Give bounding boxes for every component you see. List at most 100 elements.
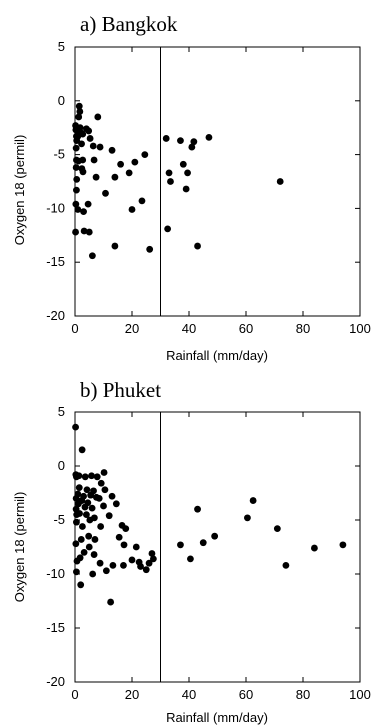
y-tick-label: -5 (53, 147, 65, 162)
data-point (311, 544, 318, 552)
y-tick-label: -15 (46, 620, 65, 635)
data-point (179, 160, 187, 168)
data-point (72, 144, 80, 152)
data-point (72, 228, 79, 236)
data-point (109, 561, 117, 569)
data-point (90, 514, 98, 522)
data-point (80, 492, 87, 500)
x-tick-label: 40 (182, 321, 196, 336)
data-point (88, 252, 96, 260)
x-axis-label: Rainfall (mm/day) (166, 710, 268, 725)
data-point (90, 487, 97, 495)
y-tick-label: -5 (53, 512, 65, 527)
data-point (131, 158, 139, 166)
data-point (117, 160, 124, 168)
data-point (83, 511, 90, 518)
data-point (95, 495, 103, 502)
data-point (73, 186, 80, 194)
x-tick-label: 80 (296, 321, 310, 336)
marks: 5 0 -5 -10 -15 -20 0 20 40 60 80 100 (46, 404, 371, 702)
data-point (164, 225, 172, 233)
data-point (146, 245, 154, 253)
data-point (282, 561, 290, 569)
data-point (83, 486, 91, 494)
data-point (141, 151, 149, 159)
data-point (80, 549, 88, 556)
data-point (184, 169, 191, 177)
data-point (84, 200, 92, 208)
data-point (205, 133, 213, 141)
data-point (73, 175, 81, 183)
data-point (73, 518, 80, 526)
data-point (111, 242, 119, 250)
data-point (80, 227, 88, 235)
y-tick-label: -10 (46, 566, 65, 581)
data-point (75, 113, 83, 121)
data-point (107, 598, 115, 606)
data-point (72, 540, 80, 548)
x-axis-label: Rainfall (mm/day) (166, 348, 268, 363)
data-point (85, 543, 93, 551)
data-point (79, 168, 87, 176)
data-point (102, 189, 109, 197)
data-point (137, 563, 144, 570)
x-tick-label: 60 (239, 321, 253, 336)
data-point (81, 473, 89, 481)
data-point (122, 525, 130, 533)
data-point (111, 173, 119, 181)
data-point (97, 479, 105, 487)
data-point (194, 242, 201, 250)
data-point (88, 472, 95, 480)
data-point (115, 533, 123, 541)
data-point (77, 581, 85, 589)
data-point (182, 185, 190, 193)
data-point (148, 550, 156, 557)
data-point (101, 486, 109, 494)
panel-phuket: b) Phuket Oxygen 18 (permil) Rainfall (m… (12, 378, 371, 725)
marks: 5 0 -5 -10 -15 -20 0 20 40 60 80 100 (46, 39, 371, 336)
x-tick-label: 20 (125, 321, 139, 336)
data-point (76, 554, 84, 562)
data-point (149, 555, 157, 563)
data-point (79, 523, 86, 530)
data-point (75, 472, 83, 480)
panel-bangkok: a) Bangkok Oxygen 18 (permil) Rainfall (… (12, 12, 371, 363)
data-point (75, 484, 83, 491)
data-point (138, 197, 146, 205)
data-point (187, 555, 194, 563)
data-point (177, 137, 184, 145)
data-point (177, 541, 184, 549)
data-point (120, 541, 128, 549)
data-point (89, 142, 97, 150)
data-point (96, 559, 104, 567)
data-point (97, 523, 105, 530)
data-point (128, 556, 136, 564)
data-point (244, 514, 251, 522)
data-point (167, 178, 174, 185)
x-tick-label: 0 (71, 321, 78, 336)
data-point (85, 228, 93, 236)
x-tick-label: 100 (349, 321, 371, 336)
data-point (76, 510, 83, 517)
data-point (72, 200, 80, 208)
data-point (78, 446, 86, 454)
data-point (190, 138, 198, 146)
x-tick-label: 80 (296, 687, 310, 702)
data-point (74, 490, 82, 498)
data-point (199, 539, 207, 547)
x-tick-label: 40 (182, 687, 196, 702)
data-point (188, 143, 196, 151)
data-point (273, 525, 281, 533)
data-point (93, 473, 101, 481)
data-point (84, 499, 92, 507)
data-point (88, 504, 96, 512)
chart-title: a) Bangkok (80, 12, 178, 36)
data-point (120, 561, 127, 569)
data-point (100, 502, 107, 510)
data-point (79, 156, 87, 164)
x-tick-label: 100 (349, 687, 371, 702)
data-point (90, 156, 98, 164)
data-point (105, 512, 113, 520)
data-point (76, 124, 84, 132)
data-point (162, 135, 170, 142)
